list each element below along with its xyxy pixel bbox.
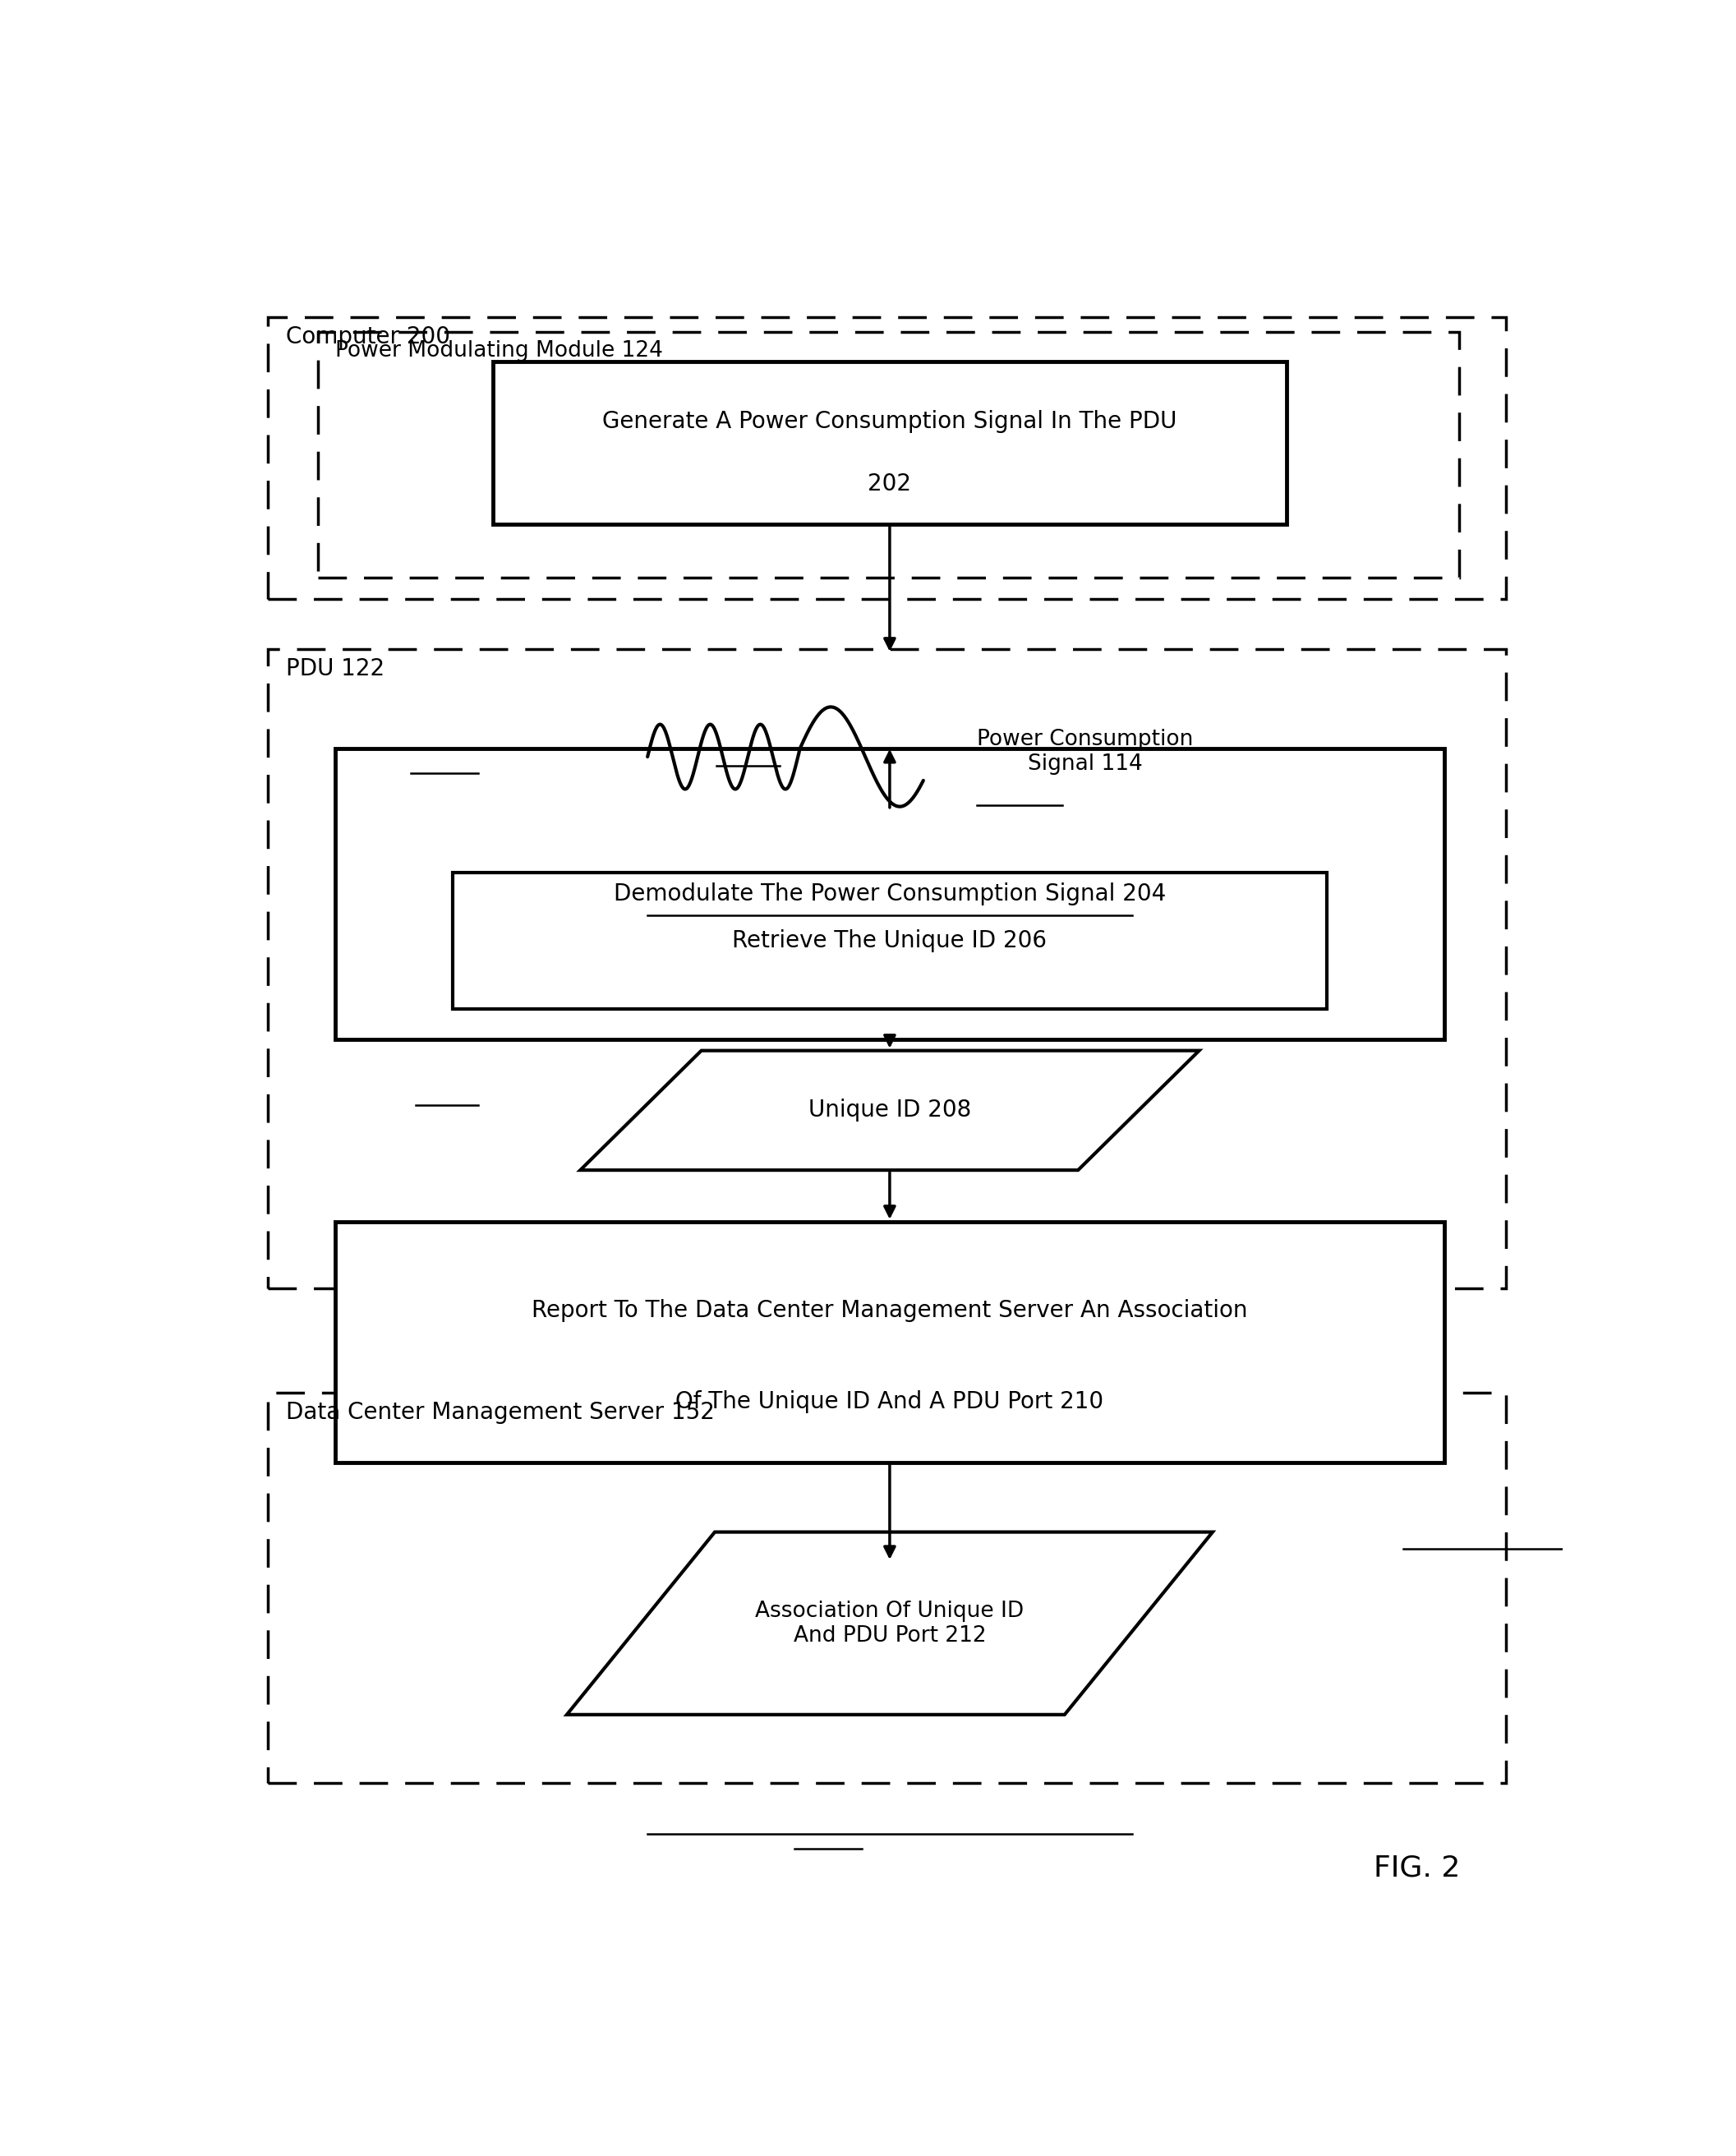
Text: Generate A Power Consumption Signal In The PDU: Generate A Power Consumption Signal In T… (602, 410, 1177, 433)
Polygon shape (568, 1533, 1212, 1714)
Text: Retrieve The Unique ID 206: Retrieve The Unique ID 206 (733, 929, 1047, 953)
FancyBboxPatch shape (493, 362, 1286, 524)
Text: Unique ID 208: Unique ID 208 (809, 1100, 970, 1121)
Text: Computer 200: Computer 200 (286, 326, 450, 347)
Text: 202: 202 (868, 472, 911, 496)
Text: Report To The Data Center Management Server An Association: Report To The Data Center Management Ser… (531, 1300, 1248, 1322)
Polygon shape (580, 1050, 1200, 1171)
FancyBboxPatch shape (453, 873, 1326, 1009)
FancyBboxPatch shape (335, 748, 1444, 1039)
Text: Power Consumption
Signal 114: Power Consumption Signal 114 (977, 729, 1194, 774)
Text: PDU 122: PDU 122 (286, 658, 384, 679)
Text: Of The Unique ID And A PDU Port 210: Of The Unique ID And A PDU Port 210 (675, 1391, 1104, 1414)
Text: Power Modulating Module 124: Power Modulating Module 124 (335, 341, 663, 362)
Text: Data Center Management Server 152: Data Center Management Server 152 (286, 1401, 715, 1423)
Text: Association Of Unique ID
And PDU Port 212: Association Of Unique ID And PDU Port 21… (755, 1600, 1024, 1647)
Text: Demodulate The Power Consumption Signal 204: Demodulate The Power Consumption Signal … (613, 882, 1167, 906)
FancyBboxPatch shape (335, 1222, 1444, 1462)
Text: FIG. 2: FIG. 2 (1375, 1854, 1460, 1882)
